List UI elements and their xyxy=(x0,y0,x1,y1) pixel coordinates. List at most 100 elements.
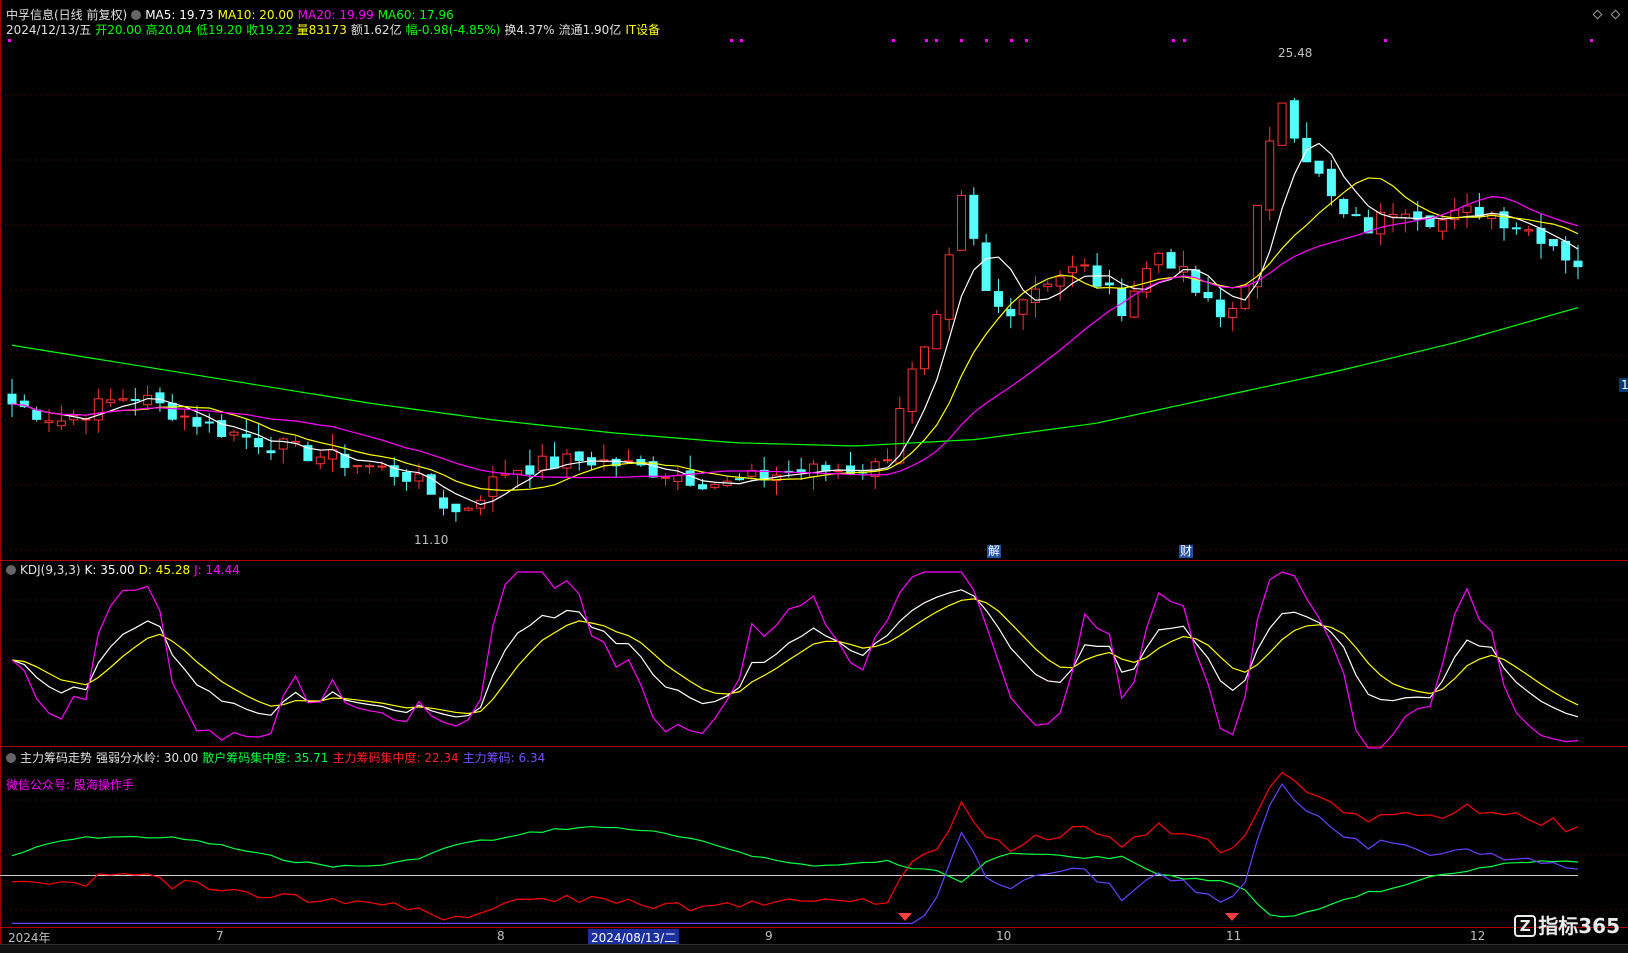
candle-body xyxy=(377,465,387,468)
axis-month-11: 11 xyxy=(1226,929,1242,943)
candle-body xyxy=(32,409,42,420)
candle-body xyxy=(1166,252,1176,269)
candle-body xyxy=(1462,205,1472,213)
kdj-j: J: 14.44 xyxy=(194,563,240,577)
kdj-k-line xyxy=(11,589,1579,718)
candle-body xyxy=(1080,264,1090,267)
kdj-d-line xyxy=(11,598,1579,715)
max-price-label: 25.48 xyxy=(1278,46,1312,60)
candle-body xyxy=(661,476,671,479)
candle-body xyxy=(1277,102,1287,146)
candle-body xyxy=(352,465,362,468)
candle-body xyxy=(1573,260,1583,268)
kdj-d: D: 45.28 xyxy=(138,563,191,577)
chip-main: 主力筹码: 6.34 xyxy=(462,751,546,765)
kdj-header: KDJ(9,3,3) K: 35.00 D: 45.28 J: 14.44 xyxy=(6,563,244,577)
candle-body xyxy=(993,291,1003,307)
quote-open: 开20.00 xyxy=(95,23,142,37)
candle-body xyxy=(19,400,29,408)
ma10-line xyxy=(11,177,1579,492)
signal-dot xyxy=(1172,39,1175,42)
candle-body xyxy=(1191,269,1201,293)
candle-body xyxy=(1215,299,1225,318)
candle-body xyxy=(919,346,929,370)
chip-threshold: 强弱分水岭: 30.00 xyxy=(96,751,199,765)
candle-body xyxy=(537,455,547,471)
candle-body xyxy=(1511,227,1521,230)
candle-body xyxy=(93,398,103,421)
chip-name[interactable]: 主力筹码走势 xyxy=(20,751,93,765)
axis-month-10: 10 xyxy=(996,929,1012,943)
signal-dot xyxy=(1590,39,1593,42)
axis-month-9: 9 xyxy=(765,929,773,943)
candle-body xyxy=(1006,308,1016,317)
quote-amount: 额1.62亿 xyxy=(350,23,402,37)
candle-body xyxy=(1561,240,1571,261)
candle-body xyxy=(402,471,412,482)
candle-body xyxy=(1289,100,1299,139)
kdj-settings-icon[interactable] xyxy=(6,565,16,575)
candle-body xyxy=(932,314,942,350)
kdj-j-line xyxy=(11,571,1579,749)
candle-body xyxy=(1548,239,1558,247)
axis-month-8: 8 xyxy=(497,929,505,943)
candle-body xyxy=(56,420,66,427)
chip-settings-icon[interactable] xyxy=(6,753,16,763)
signal-dot xyxy=(730,39,733,42)
candle-body xyxy=(969,194,979,239)
quote-float: 流通1.90亿 xyxy=(558,23,622,37)
candle-body xyxy=(488,476,498,497)
main-header-line2: 2024/12/13/五 开20.00 高20.04 低19.20 收19.22 量831… xyxy=(6,21,664,38)
candle-body xyxy=(155,392,165,404)
candle-body xyxy=(1067,266,1077,274)
candle-body xyxy=(1129,290,1139,318)
ma5-line xyxy=(11,142,1579,506)
candle-body xyxy=(698,484,708,490)
candle-body xyxy=(1314,160,1324,174)
settings-dot-icon[interactable] xyxy=(131,10,142,20)
candle-body xyxy=(648,461,658,478)
candle-body xyxy=(1339,198,1349,215)
min-price-label: 11.10 xyxy=(414,533,448,547)
candle-body xyxy=(1524,229,1534,232)
candle-body xyxy=(463,507,473,511)
candle-body xyxy=(1018,299,1028,315)
candle-body xyxy=(229,431,239,436)
candle-body xyxy=(1203,291,1213,299)
candle-body xyxy=(266,450,276,454)
pane-separator-chip xyxy=(0,746,1628,747)
quote-date: 2024/12/13/五 xyxy=(6,23,92,37)
candle-body xyxy=(1104,282,1114,286)
stock-title[interactable]: 中孚信息(日线 前复权) xyxy=(6,8,128,22)
candle-body xyxy=(1228,307,1238,319)
candle-body xyxy=(833,470,843,473)
event-report-marker[interactable]: 财 xyxy=(1179,544,1194,558)
quote-sector[interactable]: IT设备 xyxy=(625,23,661,37)
ma60-label: MA60: 17.96 xyxy=(377,8,454,22)
candle-body xyxy=(1043,283,1053,288)
candle-body xyxy=(611,458,621,467)
candle-body xyxy=(956,194,966,251)
chip-main-conc: 主力筹码集中度: 22.34 xyxy=(332,751,459,765)
candle-body xyxy=(1265,140,1275,211)
logo-z-icon: Z xyxy=(1514,915,1537,937)
candle-body xyxy=(1154,252,1164,266)
candle-body xyxy=(254,437,264,448)
candle-body xyxy=(389,465,399,477)
candle-body xyxy=(981,242,991,291)
event-unlock-marker[interactable]: 解 xyxy=(987,544,1002,558)
chip-main-conc-line xyxy=(11,771,1579,921)
candle-body xyxy=(1030,288,1040,303)
signal-dot xyxy=(985,39,988,42)
signal-dot xyxy=(740,39,743,42)
bottom-tab-bar[interactable] xyxy=(0,944,1628,953)
candle-body xyxy=(1413,211,1423,220)
ma60-line xyxy=(11,306,1579,447)
signal-dot xyxy=(1183,39,1186,42)
candle-body xyxy=(1376,211,1386,235)
candle-body xyxy=(315,456,325,465)
candle-body xyxy=(130,399,140,402)
candle-body xyxy=(44,420,54,424)
kdj-name[interactable]: KDJ(9,3,3) xyxy=(20,563,81,577)
